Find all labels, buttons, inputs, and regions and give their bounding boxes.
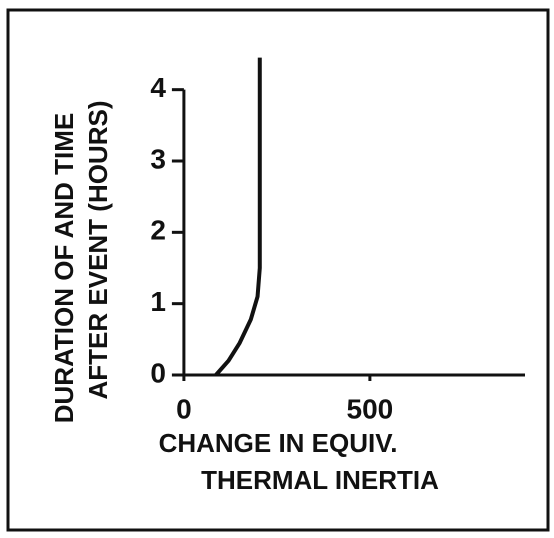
y-axis-label: AFTER EVENT (HOURS) [83,101,113,400]
frame [6,8,550,532]
y-axis-label: DURATION OF AND TIME [49,113,79,424]
line [214,57,262,377]
x-tick-label: 500 [347,393,394,424]
y-tick-label: 2 [150,215,166,246]
y-tick-label: 3 [150,143,166,174]
y-tick-label: 0 [150,357,166,388]
x-axis-label: THERMAL INERTIA [201,465,439,495]
x-axis-label: CHANGE IN EQUIV. [159,428,398,458]
y-tick-label: 4 [150,72,166,103]
x-tick-label: 0 [176,393,192,424]
y-tick-label: 1 [150,286,166,317]
